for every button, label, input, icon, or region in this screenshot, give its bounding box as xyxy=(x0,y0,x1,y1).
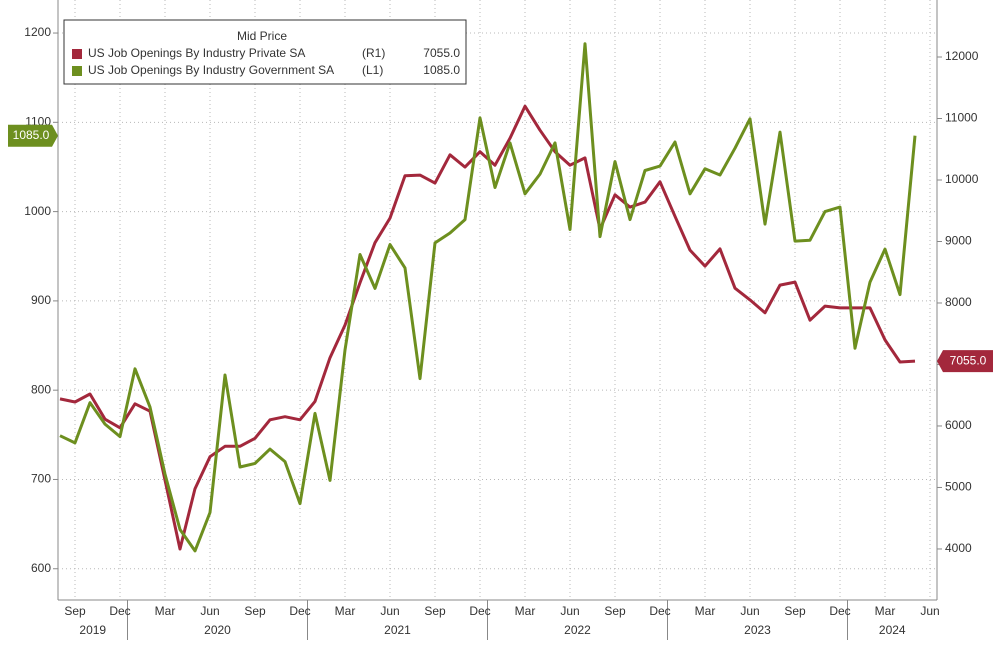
year-label: 2020 xyxy=(204,623,231,637)
year-label: 2019 xyxy=(79,623,106,637)
legend-title: Mid Price xyxy=(237,29,287,43)
value-tag xyxy=(937,350,993,373)
y2-tick-label: 11000 xyxy=(945,111,978,125)
y-tick-label: 600 xyxy=(31,561,51,575)
y-tick-label: 900 xyxy=(31,293,51,307)
legend-box xyxy=(63,19,467,85)
y2-tick-label: 9000 xyxy=(945,234,972,248)
labels: 6007008009001000110012004000500060007000… xyxy=(8,25,993,637)
x-tick-label: Dec xyxy=(109,604,130,618)
legend-swatch xyxy=(72,49,82,59)
value-tag xyxy=(8,124,58,147)
x-tick-label: Sep xyxy=(784,604,806,618)
x-tick-label: Mar xyxy=(875,604,896,618)
x-tick-label: Sep xyxy=(64,604,86,618)
year-label: 2024 xyxy=(879,623,906,637)
y2-tick-label: 8000 xyxy=(945,295,972,309)
x-tick-label: Jun xyxy=(380,604,399,618)
x-tick-label: Dec xyxy=(469,604,490,618)
series-line xyxy=(59,42,917,553)
y-tick-label: 1200 xyxy=(24,25,51,39)
year-label: 2022 xyxy=(564,623,591,637)
x-tick-label: Dec xyxy=(829,604,850,618)
value-tag-label: 1085.0 xyxy=(13,128,50,142)
x-tick-label: Dec xyxy=(649,604,670,618)
x-tick-label: Jun xyxy=(200,604,219,618)
x-tick-label: Mar xyxy=(515,604,536,618)
legend-label: US Job Openings By Industry Government S… xyxy=(88,63,334,77)
value-tag-label: 7055.0 xyxy=(950,353,987,367)
x-tick-label: Jun xyxy=(560,604,579,618)
y-tick-label: 700 xyxy=(31,472,51,486)
y2-tick-label: 10000 xyxy=(945,172,979,186)
legend-label: US Job Openings By Industry Private SA xyxy=(88,46,305,60)
legend-axis-tag: (L1) xyxy=(362,63,383,77)
x-tick-label: Mar xyxy=(155,604,176,618)
x-tick-label: Jun xyxy=(740,604,759,618)
x-tick-label: Sep xyxy=(424,604,446,618)
legend-value: 1085.0 xyxy=(423,63,460,77)
x-tick-label: Mar xyxy=(695,604,716,618)
legend: Mid Price US Job Openings By Industry Pr… xyxy=(63,19,467,85)
year-label: 2023 xyxy=(744,623,771,637)
x-tick-label: Dec xyxy=(289,604,310,618)
y-tick-label: 1000 xyxy=(24,204,51,218)
x-tick-label: Sep xyxy=(244,604,266,618)
x-tick-label: Mar xyxy=(335,604,356,618)
lines xyxy=(59,42,917,553)
y2-tick-label: 6000 xyxy=(945,418,972,432)
y2-tick-label: 12000 xyxy=(945,49,979,63)
year-label: 2021 xyxy=(384,623,411,637)
legend-value: 7055.0 xyxy=(423,46,460,60)
x-tick-label: Sep xyxy=(604,604,626,618)
grid xyxy=(53,0,942,640)
x-tick-label: Jun xyxy=(920,604,939,618)
legend-swatch xyxy=(72,66,82,76)
y2-tick-label: 4000 xyxy=(945,541,972,555)
y-tick-label: 800 xyxy=(31,382,51,396)
y2-tick-label: 5000 xyxy=(945,480,972,494)
legend-axis-tag: (R1) xyxy=(362,46,385,60)
